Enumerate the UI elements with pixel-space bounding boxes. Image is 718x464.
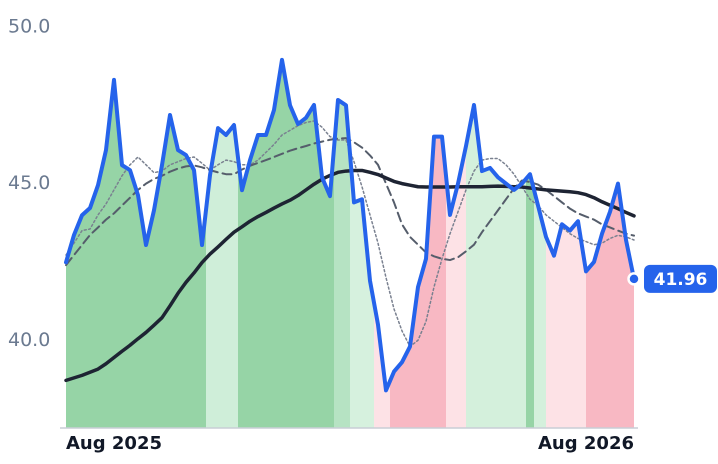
x-tick-label: Aug 2025 — [66, 433, 162, 454]
y-tick-label: 45.0 — [8, 172, 50, 194]
y-tick-label: 40.0 — [8, 329, 50, 351]
band — [66, 59, 206, 428]
x-tick-label: Aug 2026 — [538, 433, 634, 454]
band — [334, 59, 350, 428]
band — [206, 59, 238, 428]
series-line — [64, 57, 636, 393]
last-point — [627, 272, 641, 286]
last-value-label: 41.96 — [654, 270, 708, 290]
last-value-pill — [644, 264, 717, 293]
y-tick-label: 50.0 — [8, 15, 50, 37]
band — [238, 59, 334, 428]
band — [526, 59, 534, 428]
